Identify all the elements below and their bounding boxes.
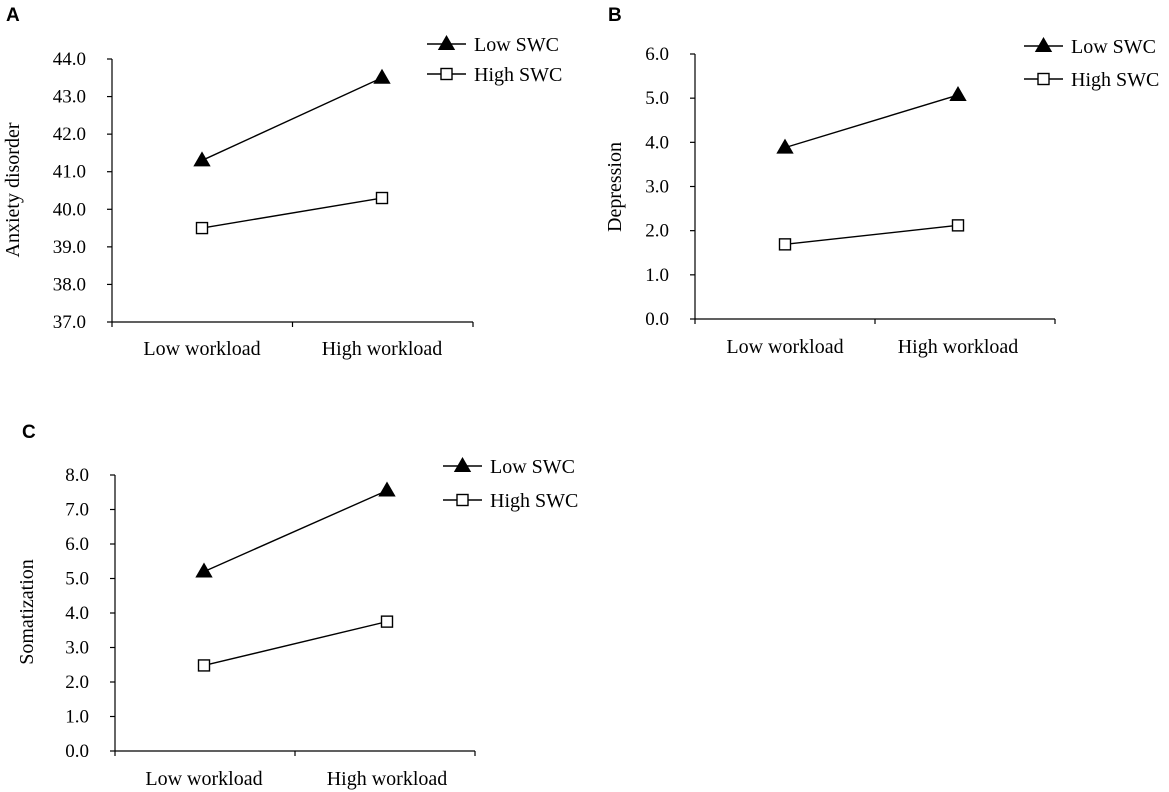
chart-panel-c: C 0.0 1.0 2.0 3.0 4.0 5.0 6.0 7.0 8.0 Low workload…: [16, 422, 578, 790]
data-point-high-swc: [197, 659, 211, 672]
legend-marker-high-swc: [456, 493, 469, 507]
data-point-high-swc: [375, 191, 389, 205]
data-point-low-swc: [378, 481, 396, 497]
series-line-high-swc: [784, 224, 959, 246]
y-tick-label: 7.0: [65, 500, 89, 521]
legend-marker-high-swc: [440, 67, 453, 81]
panel-letter: C: [22, 422, 36, 443]
y-tick-label: 5.0: [645, 88, 669, 109]
panel-letter: B: [608, 5, 622, 26]
legend: Low SWC High SWC: [443, 456, 578, 512]
series-line-low-swc: [784, 94, 959, 149]
legend-marker-high-swc: [1037, 72, 1050, 86]
y-tick-label: 42.0: [53, 124, 86, 145]
y-tick-label: 4.0: [645, 132, 669, 153]
y-tick-label: 3.0: [645, 177, 669, 198]
y-tick-label: 0.0: [65, 741, 89, 762]
data-point-low-swc: [193, 151, 211, 167]
data-point-high-swc: [195, 221, 209, 235]
y-tick-label: 3.0: [65, 638, 89, 659]
legend-marker-low-swc: [453, 456, 472, 472]
panel-letter: A: [6, 5, 20, 26]
chart-panel-b: B 0.0 1.0 2.0 3.0 4.0 5.0 6.0 Low workload High w…: [604, 5, 1159, 358]
y-axis-label: Depression: [604, 142, 626, 232]
y-tick-label: 1.0: [645, 265, 669, 286]
data-point-high-swc: [380, 615, 394, 628]
y-tick-label: 4.0: [65, 603, 89, 624]
data-point-low-swc: [373, 68, 391, 84]
y-tick-label: 44.0: [53, 49, 86, 70]
legend-label-high-swc: High SWC: [474, 64, 562, 86]
y-tick-label: 39.0: [53, 237, 86, 258]
legend-marker-low-swc: [437, 34, 456, 50]
data-point-low-swc: [949, 86, 967, 102]
series-line-low-swc: [201, 77, 383, 162]
y-axis-label: Anxiety disorder: [2, 122, 24, 257]
x-category-label: High workload: [322, 338, 443, 360]
legend-label-low-swc: Low SWC: [1071, 36, 1156, 58]
x-category-label: Low workload: [143, 338, 260, 360]
y-tick-label: 1.0: [65, 707, 89, 728]
legend: Low SWC High SWC: [427, 34, 562, 86]
legend-label-low-swc: Low SWC: [490, 456, 575, 478]
chart-panel-a: A 37.0 38.0 39.0 40.0 41.0 42.0 43.0 44.0 Low wor…: [2, 5, 562, 360]
x-category-label: High workload: [898, 336, 1019, 358]
y-tick-label: 2.0: [65, 672, 89, 693]
x-category-label: Low workload: [726, 336, 843, 358]
series-line-high-swc: [203, 620, 388, 667]
y-tick-label: 6.0: [645, 44, 669, 65]
data-point-low-swc: [776, 138, 794, 154]
y-tick-label: 37.0: [53, 312, 86, 333]
legend-label-high-swc: High SWC: [490, 490, 578, 512]
x-category-label: Low workload: [145, 768, 262, 790]
y-tick-label: 8.0: [65, 465, 89, 486]
y-tick-label: 5.0: [65, 569, 89, 590]
data-point-high-swc: [778, 238, 792, 251]
y-tick-label: 43.0: [53, 87, 86, 108]
y-tick-label: 2.0: [645, 221, 669, 242]
legend-label-low-swc: Low SWC: [474, 34, 559, 56]
legend-marker-low-swc: [1034, 36, 1053, 52]
series-line-high-swc: [201, 197, 383, 229]
y-tick-label: 0.0: [645, 309, 669, 330]
y-tick-label: 38.0: [53, 274, 86, 295]
y-tick-label: 40.0: [53, 199, 86, 220]
legend-label-high-swc: High SWC: [1071, 69, 1159, 91]
y-tick-label: 41.0: [53, 162, 86, 183]
series-line-low-swc: [203, 489, 388, 573]
data-point-low-swc: [195, 562, 213, 578]
data-point-high-swc: [951, 219, 965, 232]
y-tick-label: 6.0: [65, 534, 89, 555]
legend: Low SWC High SWC: [1024, 36, 1159, 91]
x-category-label: High workload: [327, 768, 448, 790]
y-axis-label: Somatization: [16, 559, 38, 665]
